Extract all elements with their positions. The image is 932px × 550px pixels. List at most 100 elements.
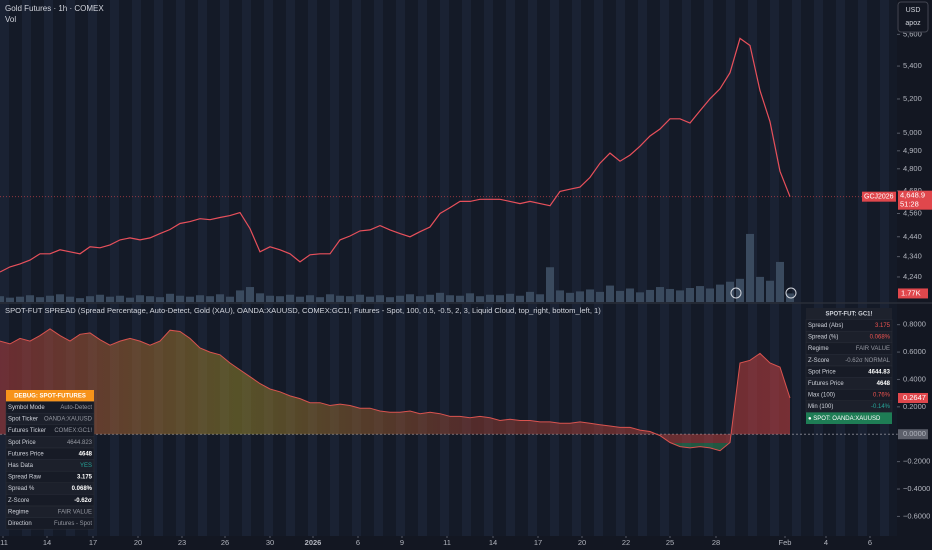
- table-value: 4644.823: [67, 440, 93, 446]
- volume-bar: [526, 291, 534, 302]
- volume-bar: [606, 285, 614, 302]
- table-key: Z-Score: [8, 498, 30, 504]
- volume-bar: [656, 287, 664, 302]
- y-tick-label: 0.2000: [903, 402, 926, 411]
- volume-bar: [0, 296, 4, 302]
- volume-bar: [766, 280, 774, 302]
- volume-bar: [136, 295, 144, 302]
- x-tick-label: 17: [534, 538, 542, 547]
- volume-bar: [426, 294, 434, 302]
- volume-bar: [366, 296, 374, 302]
- volume-bar: [276, 296, 284, 302]
- x-tick-label: 26: [221, 538, 229, 547]
- volume-bar: [636, 292, 644, 302]
- volume-bar: [646, 289, 654, 302]
- y-tick-label: 0.4000: [903, 374, 926, 383]
- table-value: 4648: [877, 381, 891, 387]
- x-tick-label: 20: [578, 538, 586, 547]
- volume-bar: [406, 294, 414, 302]
- volume-bar: [596, 291, 604, 302]
- y-tick-label: 5,600: [903, 29, 922, 38]
- currency-box[interactable]: [897, 1, 929, 33]
- table-key: Spot Ticker: [8, 417, 38, 423]
- volume-bar: [86, 296, 94, 302]
- indicator-title: SPOT-FUT SPREAD (Spread Percentage, Auto…: [5, 306, 601, 315]
- spread-tag: [898, 392, 928, 403]
- volume-label: 1.77K: [901, 288, 921, 297]
- x-tick-label: 20: [134, 538, 142, 547]
- table-value: COMEX:GC1!: [54, 428, 92, 434]
- contract-label: GCJ2026: [864, 194, 894, 201]
- countdown: 51:28: [900, 200, 919, 209]
- volume-bar: [566, 292, 574, 302]
- event-icon[interactable]: [730, 287, 742, 299]
- y-tick-label: −0.6000: [903, 511, 930, 520]
- volume-bar: [686, 288, 694, 302]
- table-header: [806, 308, 892, 320]
- table-key: Spot Price: [8, 440, 36, 446]
- volume-bar: [286, 294, 294, 302]
- table-key: Spread Raw: [8, 475, 42, 481]
- y-tick-label: 4,560: [903, 208, 922, 217]
- volume-bar: [556, 290, 564, 302]
- price-tag-value: 4,648.9: [900, 191, 925, 200]
- currency: USD: [906, 7, 921, 14]
- time-axis-bg: [0, 536, 932, 550]
- table-key: Z-Score: [808, 358, 830, 364]
- axes: 4,240 4,340 4,440 4,560 4,680 4,800 4,900 5,000…: [0, 29, 932, 547]
- x-tick-label: 11: [0, 538, 8, 547]
- volume-bar: [466, 293, 474, 302]
- volume-bar: [196, 295, 204, 302]
- volume-bar: [376, 295, 384, 302]
- volume-bar: [166, 293, 174, 302]
- table-value: 3.175: [77, 475, 93, 481]
- volume-bar: [236, 290, 244, 302]
- event-icon[interactable]: [785, 287, 797, 299]
- volume-bar: [126, 297, 134, 302]
- volume-bar: [696, 286, 704, 302]
- volume-bar: [436, 292, 444, 302]
- spread-last-value: 0.2647: [903, 393, 926, 402]
- table-key: Min (100): [808, 404, 833, 410]
- x-tick-label: 6: [356, 538, 360, 547]
- table-key: Regime: [8, 509, 29, 515]
- volume-bar: [666, 288, 674, 302]
- table-key: Direction: [8, 521, 32, 527]
- table-value: 0.068%: [72, 486, 93, 492]
- volume-bar: [326, 294, 334, 302]
- y-tick-label: 5,200: [903, 94, 922, 103]
- volume-bar: [36, 297, 44, 302]
- volume-bar: [476, 296, 484, 302]
- volume-bar: [296, 296, 304, 302]
- table-value: OANDA:XAUUSD: [44, 417, 93, 423]
- table-value: 0.76%: [873, 393, 891, 399]
- y-tick-label: −0.4000: [903, 484, 930, 493]
- table-key: Symbol Mode: [8, 405, 45, 411]
- volume-bar: [116, 295, 124, 302]
- table-value: -0.62σ: [74, 498, 92, 504]
- table-value: YES: [80, 463, 92, 469]
- session-background: [0, 0, 897, 536]
- volume-bar: [356, 294, 364, 302]
- x-tick-label: 22: [622, 538, 630, 547]
- table-footer: [806, 412, 892, 424]
- table-title: SPOT-FUT: GC1!: [825, 311, 872, 317]
- volume-bar: [206, 296, 214, 302]
- x-tick-label: 30: [266, 538, 274, 547]
- volume-bar: [486, 294, 494, 302]
- y-tick-label: 0.0000: [903, 429, 926, 438]
- y-tick-label: −0.2000: [903, 457, 930, 466]
- volume-bar: [496, 295, 504, 302]
- volume-bar: [386, 297, 394, 302]
- x-tick-label: 14: [489, 538, 497, 547]
- volume-bar: [226, 296, 234, 302]
- table-key: Futures Price: [808, 381, 844, 387]
- volume-bar: [716, 284, 724, 302]
- spread-line: [0, 328, 791, 452]
- table-key: Futures Price: [8, 451, 44, 457]
- volume-bar: [516, 295, 524, 302]
- volume-bar: [66, 296, 74, 302]
- table-key: Has Data: [8, 463, 34, 469]
- x-tick-label: 23: [178, 538, 186, 547]
